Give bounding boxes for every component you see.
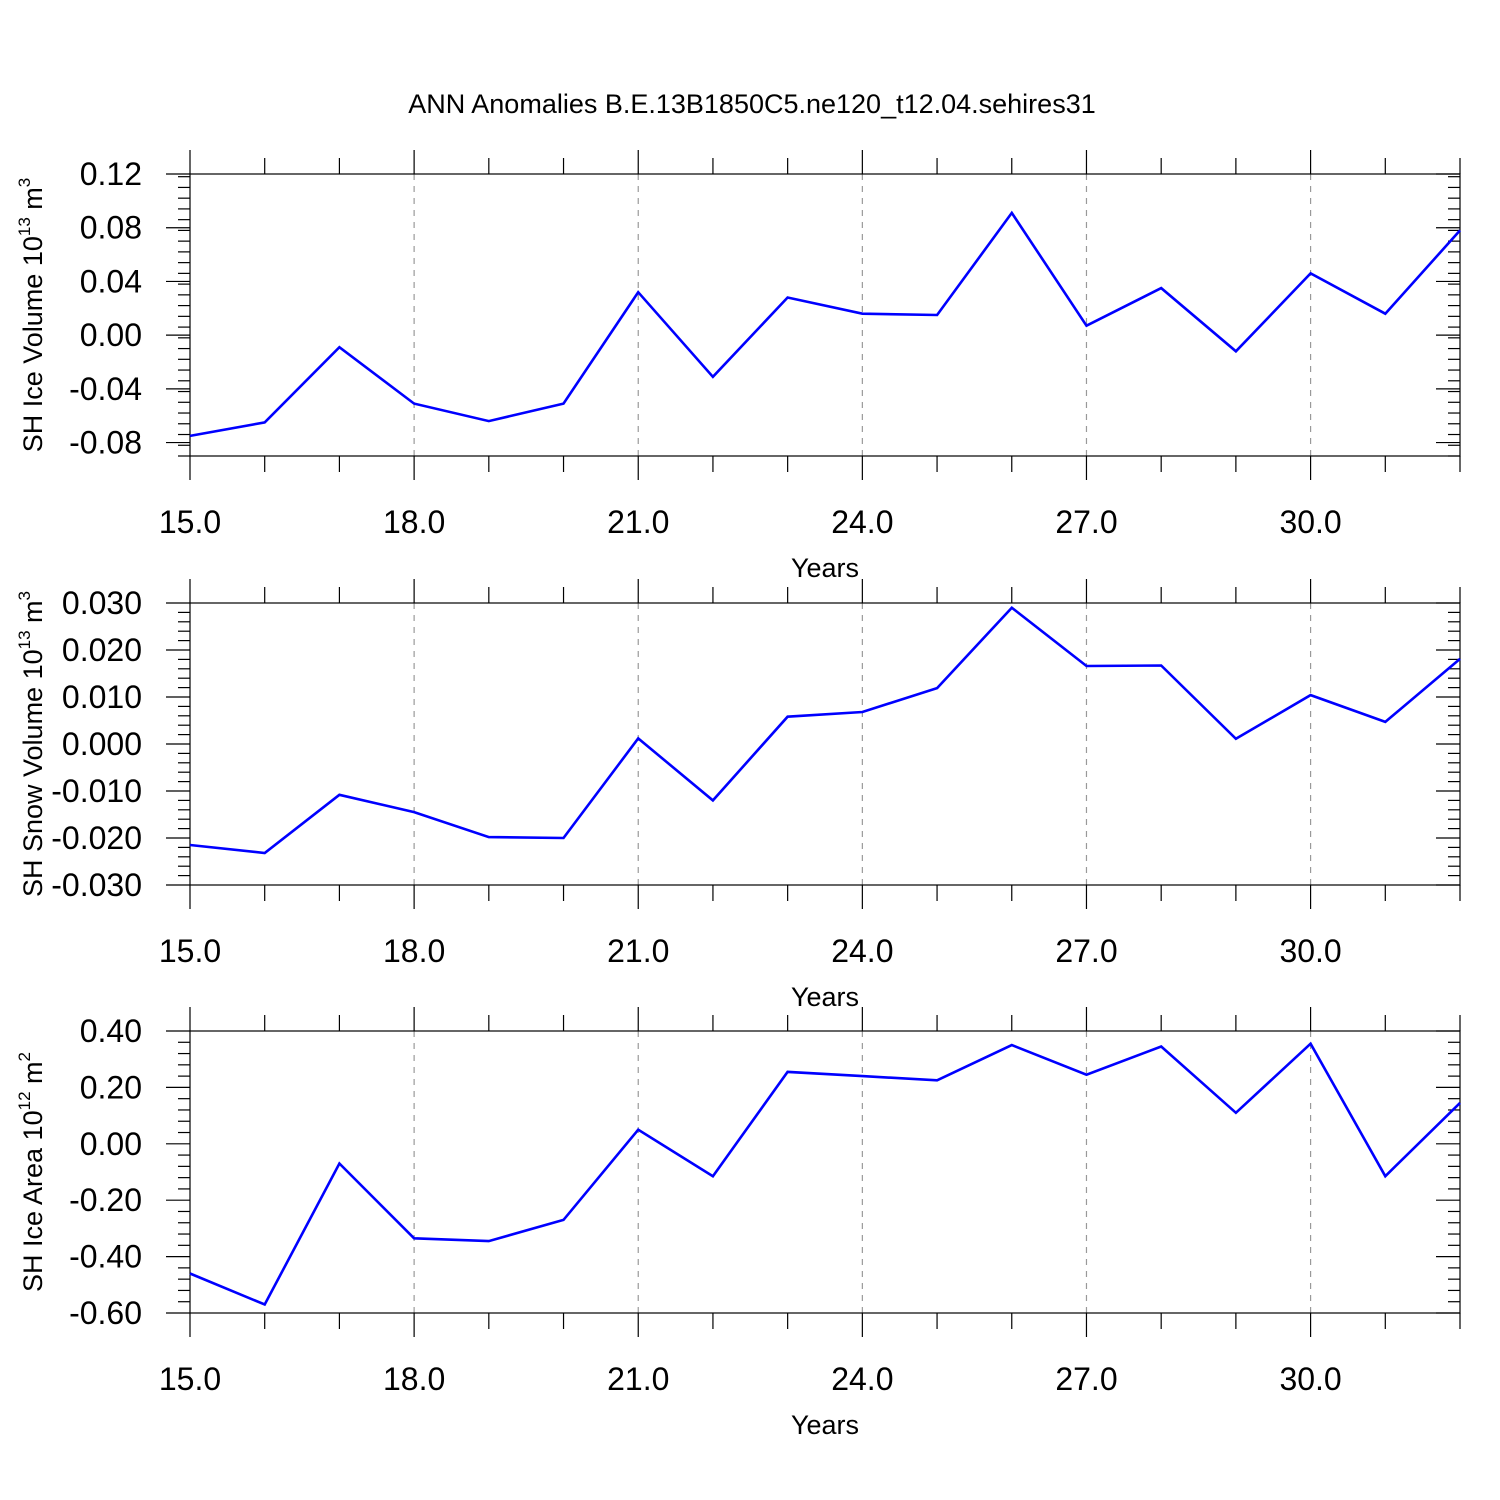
x-axis-title: Years <box>791 553 859 583</box>
y-axis-unit-base: 10 <box>18 236 48 266</box>
y-tick-label: 0.40 <box>80 1013 142 1049</box>
x-tick-label: 15.0 <box>159 1361 221 1397</box>
x-tick-label: 27.0 <box>1055 933 1117 969</box>
y-axis-unit-exponent: 12 <box>15 1091 34 1110</box>
panel-3: -0.60 -0.40 -0.20 0.00 0.20 0.40 15.0 18.0 21.0 2… <box>6 1007 1461 1440</box>
y-axis-unit-exponent: 13 <box>15 630 34 649</box>
series-line <box>189 605 1461 855</box>
y-axis-unit-power: 3 <box>15 591 34 600</box>
y-tick-label: 0.08 <box>80 210 142 246</box>
y-axis-unit-symbol: m <box>18 1061 48 1084</box>
y-axis-unit-base: 10 <box>18 649 48 679</box>
y-axis-unit-power: 2 <box>15 1052 34 1061</box>
y-tick-label: 0.20 <box>80 1069 142 1105</box>
x-axis-title: Years <box>791 982 859 1012</box>
y-axis-unit-symbol: m <box>18 187 48 210</box>
y-tick-label: 0.010 <box>62 679 142 715</box>
x-tick-label: 15.0 <box>159 933 221 969</box>
series-line <box>189 210 1461 438</box>
x-tick-label: 30.0 <box>1279 1361 1341 1397</box>
y-tick-label: -0.04 <box>69 371 142 407</box>
plot-frame <box>189 173 1461 457</box>
y-tick-label: 0.000 <box>62 726 142 762</box>
x-tick-label: 27.0 <box>1055 504 1117 540</box>
y-axis-title: SH Snow Volume 1013 m3 <box>6 591 48 897</box>
x-tick-label: 24.0 <box>831 1361 893 1397</box>
y-tick-label: 0.00 <box>80 1126 142 1162</box>
x-axis-title: Years <box>791 1410 859 1440</box>
y-tick-label: -0.60 <box>69 1295 142 1331</box>
y-tick-label: 0.030 <box>62 585 142 621</box>
y-axis-unit-base: 10 <box>18 1110 48 1140</box>
x-tick-label: 24.0 <box>831 504 893 540</box>
y-tick-label: -0.40 <box>69 1239 142 1275</box>
y-tick-label: 0.12 <box>80 156 142 192</box>
x-tick-label: 15.0 <box>159 504 221 540</box>
y-axis-title: SH Ice Volume 1013 m3 <box>6 178 48 453</box>
y-axis-title-text: SH Snow Volume <box>18 687 48 897</box>
x-tick-label: 30.0 <box>1279 504 1341 540</box>
y-tick-label: 0.04 <box>80 263 142 299</box>
y-axis-title: SH Ice Area 1012 m2 <box>6 1052 48 1292</box>
y-tick-label: -0.020 <box>51 820 142 856</box>
y-axis-title-text: SH Ice Volume <box>18 274 48 453</box>
x-tick-label: 18.0 <box>383 504 445 540</box>
panel-1: -0.08 -0.04 0.00 0.04 0.08 0.12 15.0 18.0 21.0 24… <box>6 150 1461 583</box>
plot-frame <box>189 1030 1461 1314</box>
y-axis-unit-power: 3 <box>15 178 34 187</box>
x-tick-label: 24.0 <box>831 933 893 969</box>
y-tick-label: 0.00 <box>80 317 142 353</box>
y-tick-label: -0.20 <box>69 1182 142 1218</box>
plot-frame <box>189 602 1461 886</box>
x-tick-label: 18.0 <box>383 933 445 969</box>
x-tick-label: 18.0 <box>383 1361 445 1397</box>
y-axis-unit-symbol: m <box>18 600 48 623</box>
y-tick-label: 0.020 <box>62 632 142 668</box>
y-tick-label: -0.08 <box>69 425 142 461</box>
x-tick-label: 30.0 <box>1279 933 1341 969</box>
y-tick-label: -0.030 <box>51 867 142 903</box>
series-line <box>189 1041 1461 1307</box>
y-tick-label: -0.010 <box>51 773 142 809</box>
y-axis-unit-exponent: 13 <box>15 217 34 236</box>
x-tick-label: 21.0 <box>607 1361 669 1397</box>
x-tick-label: 27.0 <box>1055 1361 1117 1397</box>
x-tick-label: 21.0 <box>607 504 669 540</box>
y-axis-title-text: SH Ice Area <box>18 1147 48 1292</box>
panel-2: -0.030 -0.020 -0.010 0.000 0.010 0.020 0.030 15… <box>6 579 1461 1012</box>
x-tick-label: 21.0 <box>607 933 669 969</box>
figure-title: ANN Anomalies B.E.13B1850C5.ne120_t12.04… <box>408 89 1095 119</box>
